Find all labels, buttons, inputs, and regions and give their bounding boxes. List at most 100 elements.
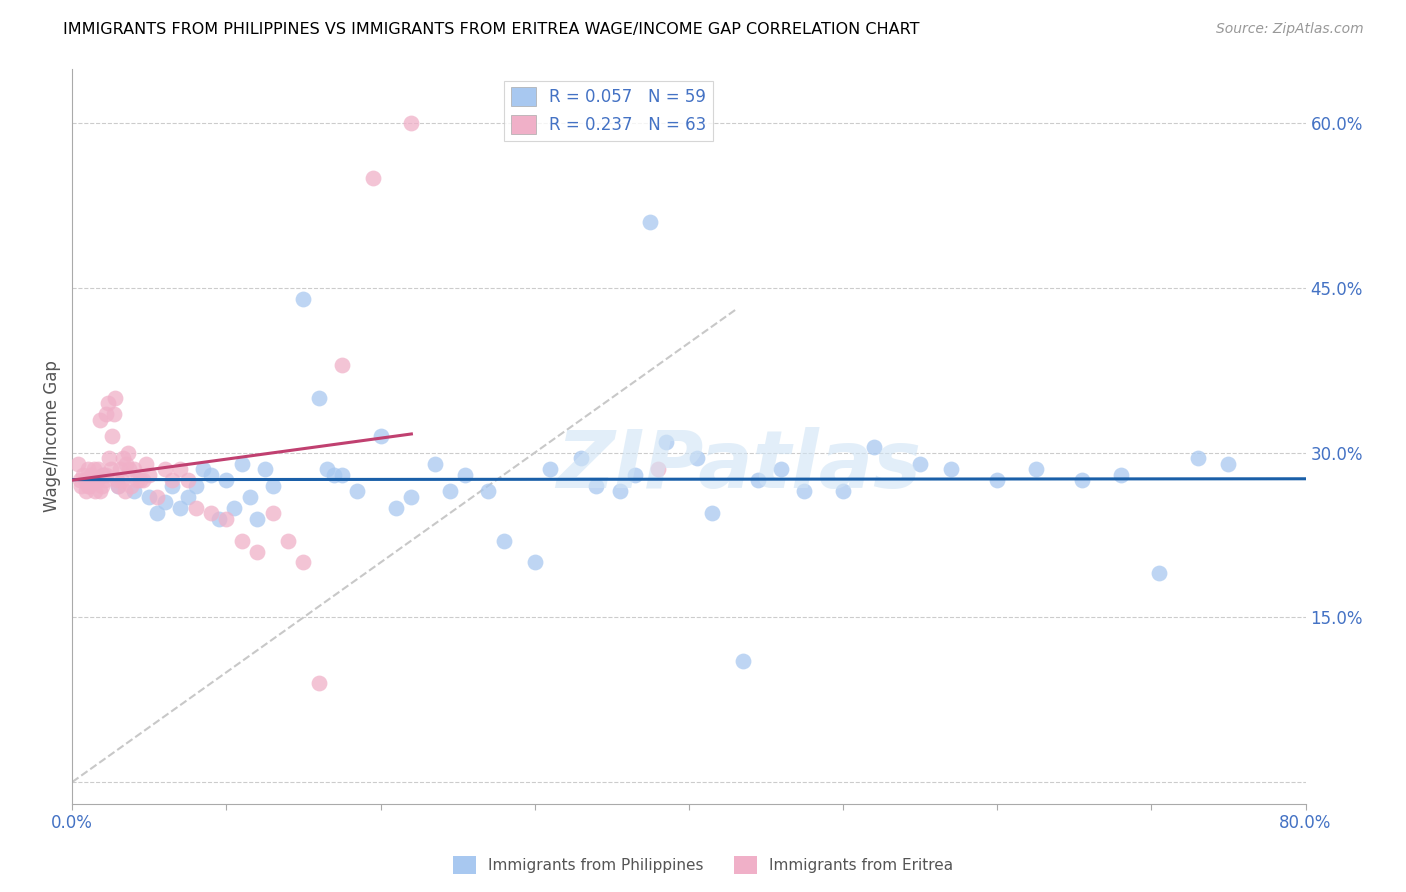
Point xyxy=(1025,462,1047,476)
Point xyxy=(292,292,315,306)
Point xyxy=(125,473,148,487)
Point xyxy=(80,467,103,482)
Point xyxy=(308,676,330,690)
Legend: R = 0.057   N = 59, R = 0.237   N = 63: R = 0.057 N = 59, R = 0.237 N = 63 xyxy=(505,80,713,141)
Point xyxy=(647,462,669,476)
Point xyxy=(308,391,330,405)
Text: ZIPatlas: ZIPatlas xyxy=(555,426,921,505)
Point xyxy=(169,462,191,476)
Point xyxy=(72,467,94,482)
Point xyxy=(103,407,125,421)
Point xyxy=(104,391,127,405)
Point xyxy=(1071,473,1094,487)
Point xyxy=(120,478,142,492)
Point xyxy=(184,500,207,515)
Point xyxy=(323,467,346,482)
Point xyxy=(129,473,152,487)
Point xyxy=(346,484,368,499)
Point xyxy=(100,462,122,476)
Point xyxy=(439,484,461,499)
Point xyxy=(169,500,191,515)
Point xyxy=(75,484,97,499)
Point xyxy=(93,473,115,487)
Point xyxy=(97,396,120,410)
Point xyxy=(863,440,886,454)
Point xyxy=(82,473,104,487)
Point xyxy=(91,467,114,482)
Point xyxy=(986,473,1008,487)
Point xyxy=(208,511,231,525)
Point xyxy=(118,462,141,476)
Point xyxy=(385,500,408,515)
Point xyxy=(640,215,662,229)
Point xyxy=(238,490,260,504)
Point xyxy=(215,511,238,525)
Point xyxy=(262,478,284,492)
Point xyxy=(177,490,200,504)
Point xyxy=(110,473,132,487)
Point xyxy=(523,556,546,570)
Point xyxy=(609,484,631,499)
Legend: Immigrants from Philippines, Immigrants from Eritrea: Immigrants from Philippines, Immigrants … xyxy=(447,850,959,880)
Point xyxy=(330,467,353,482)
Y-axis label: Wage/Income Gap: Wage/Income Gap xyxy=(44,360,60,512)
Point xyxy=(115,457,138,471)
Point xyxy=(153,462,176,476)
Point xyxy=(94,467,117,482)
Point xyxy=(1218,457,1240,471)
Point xyxy=(454,467,477,482)
Point xyxy=(87,462,110,476)
Point xyxy=(84,484,107,499)
Point xyxy=(122,462,145,476)
Point xyxy=(177,473,200,487)
Point xyxy=(246,544,269,558)
Text: Source: ZipAtlas.com: Source: ZipAtlas.com xyxy=(1216,22,1364,37)
Point xyxy=(77,478,100,492)
Point xyxy=(138,490,160,504)
Point xyxy=(747,473,769,487)
Point xyxy=(114,484,136,499)
Point xyxy=(83,462,105,476)
Point xyxy=(262,506,284,520)
Point xyxy=(105,473,128,487)
Point xyxy=(700,506,723,520)
Point xyxy=(908,457,931,471)
Point xyxy=(832,484,855,499)
Point xyxy=(122,484,145,499)
Point xyxy=(939,462,962,476)
Point xyxy=(401,116,423,130)
Point xyxy=(117,446,139,460)
Point xyxy=(70,478,93,492)
Point xyxy=(101,429,124,443)
Point xyxy=(277,533,299,548)
Point xyxy=(330,358,353,372)
Point xyxy=(246,511,269,525)
Point xyxy=(401,490,423,504)
Point xyxy=(569,451,592,466)
Point xyxy=(585,478,607,492)
Point xyxy=(91,467,114,482)
Point xyxy=(731,654,754,668)
Point xyxy=(231,457,253,471)
Point xyxy=(1109,467,1132,482)
Point xyxy=(215,473,238,487)
Point xyxy=(67,457,90,471)
Point xyxy=(793,484,815,499)
Point xyxy=(361,171,384,186)
Point xyxy=(90,478,112,492)
Point xyxy=(315,462,337,476)
Point xyxy=(107,478,129,492)
Text: IMMIGRANTS FROM PHILIPPINES VS IMMIGRANTS FROM ERITREA WAGE/INCOME GAP CORRELATI: IMMIGRANTS FROM PHILIPPINES VS IMMIGRANT… xyxy=(63,22,920,37)
Point xyxy=(108,462,131,476)
Point xyxy=(162,478,184,492)
Point xyxy=(112,451,135,466)
Point xyxy=(132,473,155,487)
Point xyxy=(423,457,446,471)
Point xyxy=(135,457,157,471)
Point xyxy=(477,484,499,499)
Point xyxy=(153,495,176,509)
Point xyxy=(98,451,121,466)
Point xyxy=(538,462,561,476)
Point xyxy=(107,478,129,492)
Point xyxy=(162,473,184,487)
